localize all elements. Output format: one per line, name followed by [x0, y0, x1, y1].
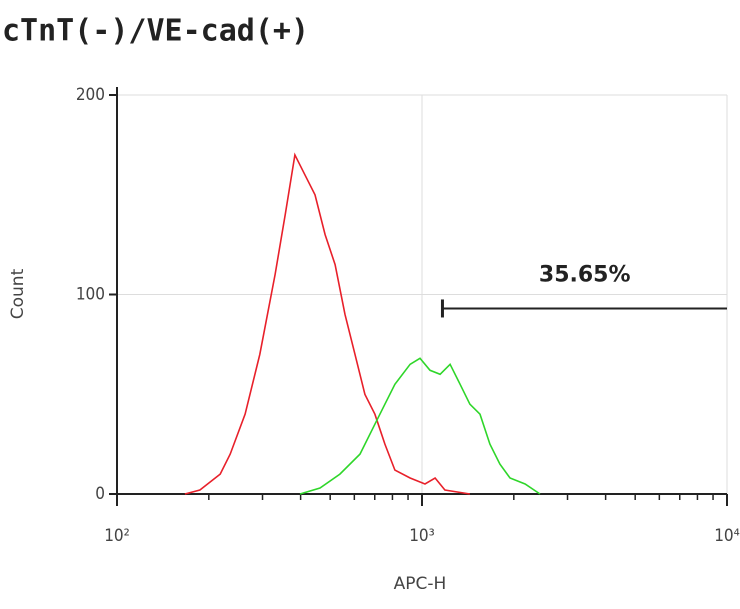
histogram-line: [299, 357, 541, 495]
x-axis-label: APC-H: [394, 574, 447, 594]
histogram-line: [184, 152, 471, 495]
y-tick-label: 100: [76, 285, 105, 305]
y-tick-label: 200: [76, 85, 105, 105]
x-tick-label: 10⁴: [714, 526, 740, 546]
gate-label: 35.65%: [539, 262, 631, 287]
y-axis-label: Count: [8, 268, 28, 319]
x-tick-label: 10²: [104, 526, 130, 546]
x-tick-label: 10³: [409, 526, 435, 546]
y-tick-label: 0: [95, 484, 105, 504]
chart-title: cTnT(-)/VE-cad(+): [2, 14, 309, 49]
